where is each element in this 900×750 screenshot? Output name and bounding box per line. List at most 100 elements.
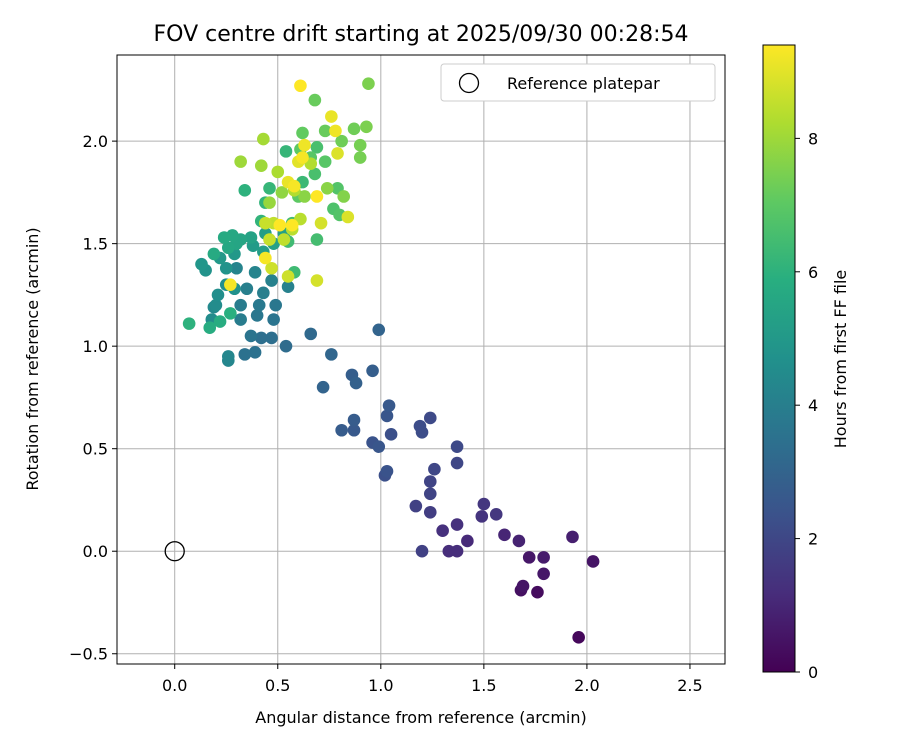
data-point [337,190,351,203]
data-point [287,179,301,193]
data-point [362,77,375,91]
data-point [366,364,379,378]
colorbar-tick-label: 2 [808,530,818,549]
data-point [275,186,289,199]
data-point [308,167,322,181]
data-point [203,321,217,335]
x-ticks: 0.0 0.5 1.0 1.5 2.0 2.5 [162,664,703,695]
data-point [413,419,427,433]
data-point [516,579,530,593]
colorbar: 0 2 4 6 8 Hours from first FF file [762,44,850,682]
data-point [281,270,295,283]
data-point [271,165,285,179]
data-point [254,331,268,345]
data-point [423,487,437,501]
x-tick-label: 2.0 [574,676,599,695]
data-point [263,233,276,246]
legend-box [440,63,716,102]
colorbar-tick-label: 4 [808,396,818,415]
data-point [436,524,449,538]
data-point [238,184,252,197]
data-point [341,210,355,224]
data-point [285,218,299,232]
data-point [566,530,579,544]
y-tick-label: 1.5 [83,235,108,254]
data-point [409,499,423,513]
colorbar-tick-label: 0 [808,663,818,682]
data-point [259,216,272,230]
data-point [265,274,278,287]
data-point [349,376,363,390]
colorbar-tick-label: 6 [808,263,818,282]
data-point [537,567,550,581]
data-point [267,313,280,326]
data-point [277,233,291,246]
plot-frame [116,54,726,665]
y-tick-label: 2.0 [83,132,108,151]
chart-title: FOV centre drift starting at 2025/09/30 … [154,22,689,47]
x-tick-label: 1.5 [471,676,496,695]
x-tick-label: 2.5 [677,676,702,695]
data-point [250,309,264,322]
data-point [234,155,247,168]
data-point [294,79,307,93]
data-points [182,77,600,644]
x-tick-label: 1.0 [368,676,393,695]
data-point [254,159,268,173]
data-point [209,298,223,312]
x-tick-label: 0.0 [162,676,187,695]
data-point [296,151,309,164]
data-point [252,298,266,312]
data-point [318,155,332,168]
y-ticks: −0.5 0.0 0.5 1.0 1.5 2.0 [69,132,117,664]
data-point [320,181,334,195]
data-point [310,190,324,203]
data-point [380,464,394,478]
data-point [298,138,311,152]
data-point [428,462,441,476]
data-point [360,120,373,134]
data-point [217,231,231,244]
data-point [296,126,309,140]
data-point [263,181,276,195]
data-point [477,497,491,511]
data-point [244,329,258,343]
data-point [423,411,437,425]
data-point [234,298,247,312]
data-point [257,132,270,146]
data-point [384,428,398,441]
x-tick-label: 0.5 [265,676,290,695]
colorbar-gradient [763,45,795,672]
data-point [221,350,235,363]
data-point [219,261,233,275]
data-point [586,555,600,568]
data-point [423,505,437,519]
data-point [380,409,394,423]
data-point [265,331,278,345]
data-point [347,413,361,427]
data-point [211,288,225,302]
data-point [347,122,361,136]
data-point [450,518,464,531]
data-point [372,323,386,337]
data-point [316,380,330,394]
data-point [335,423,348,437]
data-point [382,399,396,412]
data-point [279,145,293,158]
data-point [461,534,474,548]
data-point [230,261,243,275]
data-point [347,423,361,437]
data-point [531,585,544,599]
data-point [415,544,429,558]
data-point [353,138,367,152]
data-point [263,196,276,209]
y-tick-label: −0.5 [69,645,108,664]
data-point [207,247,221,261]
data-point [259,251,272,265]
data-point [310,233,324,246]
y-axis-label: Rotation from reference (arcmin) [23,227,42,490]
colorbar-ticks: 0 2 4 6 8 [795,129,818,682]
data-point [213,315,227,328]
data-point [325,110,338,123]
